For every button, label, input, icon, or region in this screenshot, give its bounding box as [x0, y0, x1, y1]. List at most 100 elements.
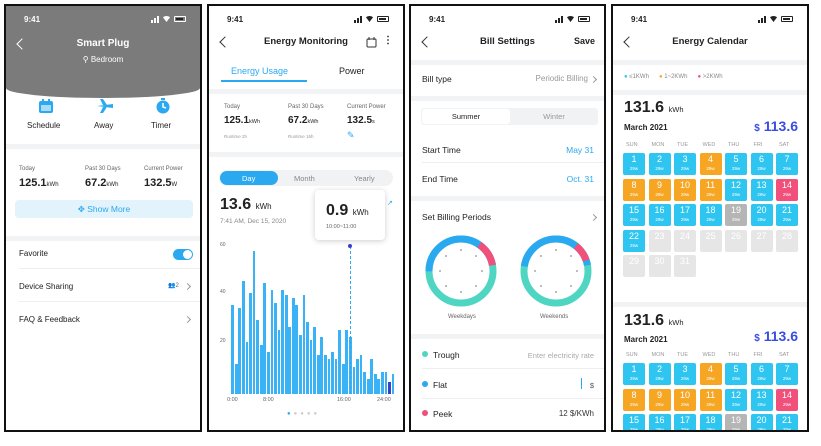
calendar-day[interactable]: 22 29w — [623, 229, 645, 252]
back-button[interactable] — [219, 36, 231, 48]
energy-bar[interactable] — [249, 292, 252, 394]
energy-bar[interactable] — [320, 337, 324, 394]
calendar-day[interactable]: 8 29w — [623, 388, 645, 411]
calendar-day[interactable]: 24 — [674, 229, 696, 252]
show-more-button[interactable]: ✥ Show More — [15, 200, 193, 218]
energy-bar[interactable] — [363, 371, 366, 394]
expand-icon[interactable]: ↗ — [387, 200, 393, 207]
faq-row[interactable]: FAQ & Feedback — [19, 315, 80, 324]
calendar-day[interactable]: 11 29w — [699, 388, 722, 411]
energy-bar[interactable] — [313, 327, 317, 394]
energy-bar[interactable] — [366, 379, 370, 394]
energy-bar[interactable] — [266, 352, 270, 394]
calendar-day[interactable]: 3 29w — [674, 153, 696, 175]
energy-bar[interactable] — [323, 354, 327, 394]
energy-bar[interactable] — [373, 374, 377, 394]
calendar-day[interactable]: 29 — [623, 255, 645, 277]
calendar-day[interactable]: 5 29w — [725, 153, 747, 175]
range-yearly[interactable]: Yearly — [354, 174, 375, 183]
calendar-day[interactable]: 10 29w — [674, 178, 696, 201]
calendar-day[interactable]: 7 29w — [776, 153, 798, 175]
energy-bar[interactable] — [252, 250, 256, 394]
calendar-day[interactable]: 6 29w — [750, 363, 773, 385]
weekends-clock[interactable] — [520, 231, 592, 311]
energy-bar[interactable] — [359, 354, 363, 394]
season-summer[interactable]: Summer — [422, 109, 510, 124]
calendar-day[interactable]: 27 — [750, 229, 773, 252]
calendar-day[interactable]: 16 29w — [648, 204, 671, 226]
energy-bar[interactable] — [234, 364, 238, 394]
calendar-day[interactable]: 25 — [699, 229, 722, 252]
edit-icon[interactable]: ✎ — [347, 130, 355, 140]
end-time-value[interactable]: Oct. 31 — [566, 174, 594, 184]
calendar-day[interactable]: 8 29w — [623, 178, 645, 201]
energy-bar-chart[interactable] — [231, 246, 395, 394]
calendar-day[interactable]: 14 29w — [776, 178, 798, 201]
calendar-day[interactable]: 21 29w — [776, 204, 798, 226]
energy-bar[interactable] — [356, 359, 359, 394]
calendar-day[interactable]: 23 — [648, 229, 671, 252]
energy-bar[interactable] — [345, 329, 349, 394]
peek-rate-input[interactable]: 12 $/KWh — [558, 409, 594, 418]
energy-bar[interactable] — [256, 320, 259, 394]
calendar-day[interactable]: 9 29w — [648, 388, 671, 411]
start-time-value[interactable]: May 31 — [566, 145, 594, 155]
season-winter[interactable]: Winter — [543, 112, 565, 121]
calendar-day[interactable]: 15 29w — [623, 414, 645, 430]
energy-bar[interactable] — [316, 354, 320, 394]
tab-power[interactable]: Power — [339, 66, 365, 76]
energy-bar[interactable] — [263, 283, 267, 394]
calendar-day[interactable]: 4 29w — [699, 153, 722, 175]
calendar-day[interactable]: 4 29w — [699, 363, 722, 385]
energy-bar[interactable] — [231, 305, 235, 394]
calendar-day[interactable]: 1 29w — [623, 363, 645, 385]
trough-rate-input[interactable]: Enter electricity rate — [527, 351, 594, 360]
calendar-day[interactable]: 6 29w — [750, 153, 773, 175]
energy-bar[interactable] — [281, 290, 284, 394]
calendar-day[interactable]: 17 29w — [674, 204, 696, 226]
calendar-day[interactable]: 14 29w — [776, 388, 798, 411]
energy-bar[interactable] — [274, 302, 277, 394]
calendar-day[interactable]: 21 29w — [776, 414, 798, 430]
calendar-day[interactable]: 12 29w — [725, 388, 747, 411]
energy-bar[interactable] — [288, 327, 292, 394]
energy-bar[interactable] — [327, 359, 331, 394]
calendar-day[interactable]: 30 — [648, 255, 671, 277]
calendar-day[interactable]: 15 29w — [623, 204, 645, 226]
energy-bar[interactable] — [334, 359, 338, 394]
flat-rate-input[interactable]: $ — [589, 381, 594, 390]
calendar-day[interactable]: 7 29w — [776, 363, 798, 385]
device-sharing-row[interactable]: Device Sharing — [19, 282, 74, 291]
energy-bar[interactable] — [388, 381, 391, 394]
back-button[interactable] — [421, 36, 433, 48]
energy-bar[interactable] — [352, 366, 356, 394]
calendar-day[interactable]: 2 29w — [648, 363, 671, 385]
calendar-day[interactable]: 16 29w — [648, 414, 671, 430]
calendar-day[interactable]: 31 — [674, 255, 696, 277]
calendar-day[interactable]: 19 29w — [725, 204, 747, 226]
energy-bar[interactable] — [277, 329, 281, 394]
calendar-day[interactable]: 26 — [725, 229, 747, 252]
calendar-day[interactable]: 13 29w — [750, 178, 773, 201]
energy-bar[interactable] — [384, 371, 388, 394]
calendar-day[interactable]: 17 29w — [674, 414, 696, 430]
energy-bar[interactable] — [341, 364, 345, 394]
energy-bar[interactable] — [309, 339, 313, 394]
calendar-day[interactable]: 18 29w — [699, 414, 722, 430]
save-button[interactable]: Save — [573, 36, 595, 46]
energy-bar[interactable] — [270, 290, 274, 394]
energy-bar[interactable] — [391, 374, 395, 394]
calendar-day[interactable]: 11 29w — [699, 178, 722, 201]
calendar-day[interactable]: 10 29w — [674, 388, 696, 411]
energy-bar[interactable] — [295, 305, 299, 394]
favorite-toggle[interactable] — [173, 249, 193, 260]
energy-bar[interactable] — [291, 297, 295, 394]
energy-bar[interactable] — [299, 334, 302, 394]
calendar-day[interactable]: 18 29w — [699, 204, 722, 226]
calendar-day[interactable]: 19 29w — [725, 414, 747, 430]
back-button[interactable] — [623, 36, 635, 48]
energy-bar[interactable] — [284, 295, 288, 394]
calendar-day[interactable]: 9 29w — [648, 178, 671, 201]
energy-bar[interactable] — [377, 379, 381, 394]
weekdays-clock[interactable] — [425, 231, 497, 311]
